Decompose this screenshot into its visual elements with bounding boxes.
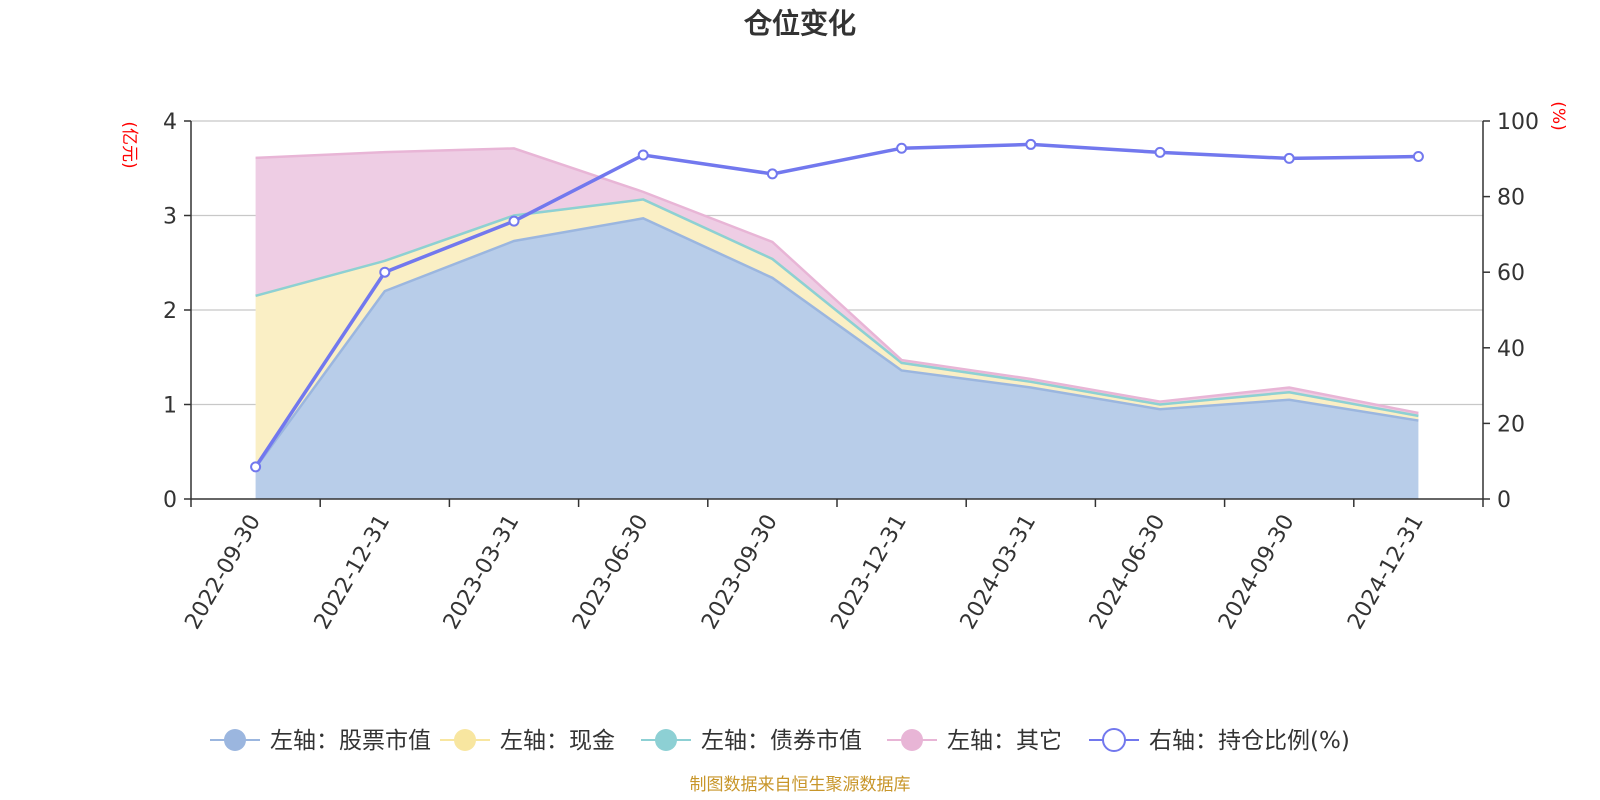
x-tick-label: 2024-12-31 (1343, 511, 1429, 634)
area-outline-layer (254, 147, 1419, 469)
legend-marker-icon (901, 729, 923, 751)
ratio-point[interactable] (1412, 151, 1424, 163)
ratio-point[interactable] (508, 215, 520, 227)
x-tick-label: 2023-12-31 (826, 511, 912, 634)
legend-item-ratio[interactable]: 右轴：持仓比例(%) (1089, 728, 1350, 754)
legend-marker-icon (655, 729, 677, 751)
area-outline-bond (255, 198, 1419, 418)
right-tick-label: 100 (1497, 110, 1539, 135)
legend-label: 左轴：现金 (500, 728, 615, 754)
x-tick-label: 2024-06-30 (1085, 511, 1171, 634)
left-tick-label: 3 (163, 205, 177, 230)
area-stock (255, 218, 1419, 499)
right-axis-unit: (%) (1548, 101, 1568, 130)
left-tick-label: 1 (163, 394, 177, 419)
legend-label: 左轴：债券市值 (701, 728, 862, 754)
ratio-point[interactable] (1154, 146, 1166, 158)
x-tick-label: 2022-09-30 (180, 511, 266, 634)
right-tick-label: 40 (1497, 337, 1525, 362)
x-tick-label: 2023-03-31 (439, 511, 525, 634)
legend-label: 左轴：其它 (947, 728, 1062, 754)
area-outline-other (255, 147, 1419, 415)
legend-item-stock[interactable]: 左轴：股票市值 (210, 728, 431, 754)
chart-title: 仓位变化 (744, 7, 856, 40)
x-tick-label: 2023-06-30 (568, 511, 654, 634)
ratio-point[interactable] (896, 142, 908, 154)
area-layer (255, 148, 1419, 499)
ratio-point[interactable] (1025, 138, 1037, 150)
ratio-point[interactable] (1283, 152, 1295, 164)
ratio-point[interactable] (379, 266, 391, 278)
x-tick-label: 2023-09-30 (697, 511, 783, 634)
legend-marker-icon (1102, 728, 1126, 752)
legend: 左轴：股票市值 左轴：现金 左轴：债券市值 左轴：其它 右轴：持仓比例(%) (210, 728, 1350, 754)
left-tick-label: 0 (163, 488, 177, 513)
area-outline-stock (254, 217, 1419, 469)
area-cash (255, 199, 1419, 468)
ratio-point[interactable] (637, 149, 649, 161)
area-other (255, 148, 1419, 416)
ratio-point[interactable] (250, 461, 262, 473)
x-tick-label: 2024-03-31 (956, 511, 1042, 634)
legend-marker-icon (224, 729, 246, 751)
legend-item-bond[interactable]: 左轴：债券市值 (641, 728, 862, 754)
ratio-line-layer (250, 138, 1424, 473)
ratio-line (254, 142, 1419, 468)
legend-label: 左轴：股票市值 (270, 728, 431, 754)
right-tick-label: 60 (1497, 261, 1525, 286)
left-tick-label: 2 (163, 299, 177, 324)
legend-item-other[interactable]: 左轴：其它 (887, 728, 1062, 754)
ratio-point[interactable] (766, 168, 778, 180)
right-tick-label: 80 (1497, 186, 1525, 211)
data-source-note: 制图数据来自恒生聚源数据库 (690, 775, 911, 795)
legend-item-cash[interactable]: 左轴：现金 (440, 728, 615, 754)
x-tick-label: 2022-12-31 (310, 511, 396, 634)
left-axis-unit: (亿元) (119, 121, 139, 168)
legend-label: 右轴：持仓比例(%) (1149, 728, 1350, 754)
right-tick-label: 20 (1497, 412, 1525, 437)
x-tick-label: 2024-09-30 (1214, 511, 1300, 634)
legend-marker-icon (454, 729, 476, 751)
left-tick-label: 4 (163, 110, 177, 135)
right-tick-label: 0 (1497, 488, 1511, 513)
